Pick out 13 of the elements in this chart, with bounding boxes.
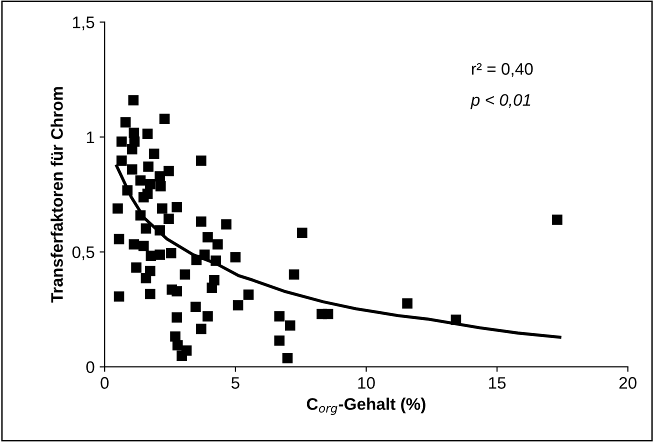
x-tick-label: 10 [358,377,375,389]
y-axis-title: Transferfaktoren für Chrom [50,87,63,303]
x-tick-label: 15 [489,377,506,389]
y-tick-label: 1,5 [73,16,94,30]
x-tick-label: 5 [231,377,240,389]
y-tick-label: 1 [86,132,94,144]
y-tick-label: 0 [86,361,94,374]
y-tick-label: 0,5 [72,246,94,260]
annotation: p < 0,01 [470,94,530,110]
x-axis-title: C$_{org}$-Gehalt (%) [306,398,426,415]
annotation: r² = 0,40 [472,63,533,77]
x-tick-label: 20 [619,377,636,389]
x-tick-label: 0 [100,377,109,389]
